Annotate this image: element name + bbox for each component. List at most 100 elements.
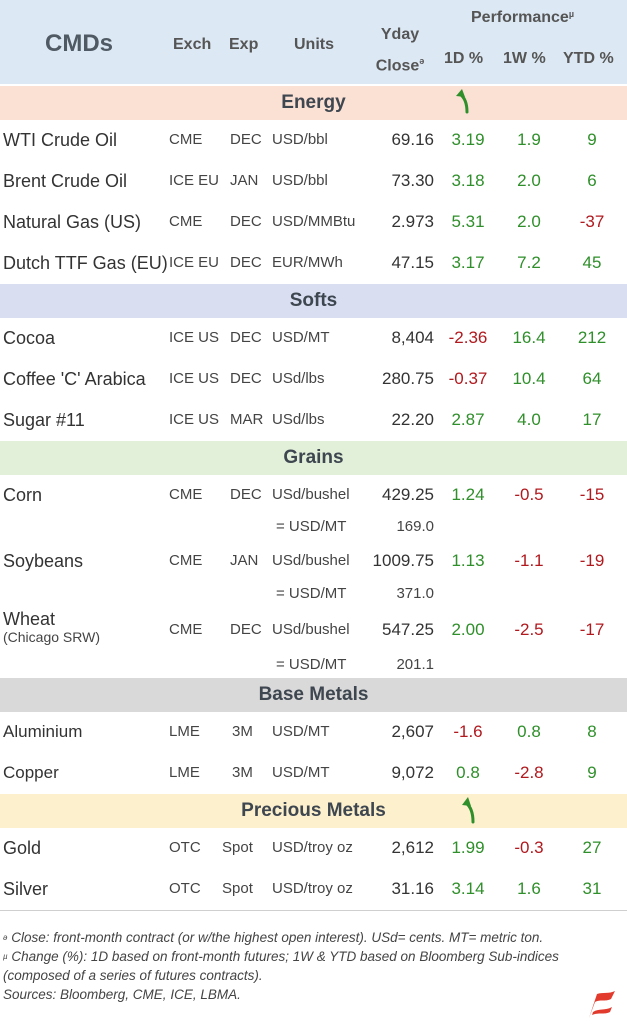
exchange: CME [169,552,203,569]
table-row: Copper LME 3M USD/MT 9,072 0.8 -2.8 9 [0,753,627,793]
change-1w: 0.8 [517,722,541,741]
expiry: JAN [230,552,259,569]
expiry: 3M [232,764,253,781]
change-1w: 1.6 [517,879,541,898]
yday-close: 73.30 [391,171,434,190]
col-header-1d: 1D % [444,50,484,67]
units: USD/MT [272,329,330,346]
footnote-sources: Sources: Bloomberg, CME, ICE, LBMA. [3,987,241,1002]
exchange: OTC [169,880,201,897]
converted-close: 371.0 [396,585,434,602]
expiry: Spot [222,839,253,856]
section-softs: Softs [0,284,627,318]
yday-close: 8,404 [391,328,434,347]
section-base-metals: Base Metals [0,678,627,712]
units: USD/bbl [272,131,328,148]
table-row: Silver OTC Spot USD/troy oz 31.16 3.14 1… [0,869,627,909]
trend-arrow-icon [456,89,469,114]
change-1d: 3.18 [451,171,485,190]
converted-units: = USD/MT [276,518,347,535]
expiry: MAR [230,411,264,428]
units: USd/lbs [272,370,325,387]
yday-close: 69.16 [391,130,434,149]
exchange: ICE EU [169,172,220,189]
change-ytd: 212 [577,328,607,347]
trend-arrow-icon [462,797,475,824]
units: USd/lbs [272,411,325,428]
converted-close: 169.0 [396,518,434,535]
exchange: CME [169,621,203,638]
exchange: LME [169,723,200,740]
change-1w: 10.4 [512,369,546,388]
change-1d: 5.31 [451,212,485,231]
exchange: LME [169,764,200,781]
yday-close: 1009.75 [372,551,434,570]
change-ytd: 8 [587,722,597,741]
commodity-name: Dutch TTF Gas (EU) [3,253,168,273]
units: USd/bushel [272,486,350,503]
section-grains: Grains [0,441,627,475]
table-row: Wheat (Chicago SRW) CME DEC USd/bushel 5… [0,610,627,650]
expiry: DEC [230,329,262,346]
change-1w: 4.0 [517,410,541,429]
exchange: ICE US [169,411,220,428]
units: USD/MT [272,723,330,740]
change-1w: 2.0 [517,171,541,190]
change-1w: -2.5 [514,620,544,639]
change-1w: 16.4 [512,328,546,347]
yday-close: 547.25 [382,620,434,639]
commodity-name: Gold [3,838,42,858]
col-header-exp: Exp [229,36,259,53]
conversion-row: = USD/MT 169.0 [0,514,627,540]
expiry: 3M [232,723,253,740]
change-1w: -1.1 [514,551,544,570]
table-row: Dutch TTF Gas (EU) ICE EU DEC EUR/MWh 47… [0,243,627,283]
change-1w: -2.8 [514,763,544,782]
expiry: DEC [230,254,262,271]
divider [0,910,627,911]
exchange: ICE US [169,329,220,346]
commodity-name: Aluminium [3,722,83,741]
table-row: Soybeans CME JAN USd/bushel 1009.75 1.13… [0,541,627,581]
change-1w: -0.3 [514,838,544,857]
change-1d: -0.37 [448,369,488,388]
commodity-name: Copper [3,763,59,782]
change-ytd: 27 [582,838,602,857]
change-ytd: 9 [587,130,597,149]
units: USD/MMBtu [272,213,356,230]
table-row: Aluminium LME 3M USD/MT 2,607 -1.6 0.8 8 [0,712,627,752]
exchange: CME [169,213,203,230]
expiry: DEC [230,131,262,148]
table-row: Cocoa ICE US DEC USD/MT 8,404 -2.36 16.4… [0,318,627,358]
commodity-name: Wheat (Chicago SRW) [3,609,100,645]
table-header: CMDs Exch Exp Units Yday Closeə Performa… [0,0,627,84]
col-header-1w: 1W % [503,50,546,67]
commodity-name: Coffee 'C' Arabica [3,369,146,389]
col-header-performance: Performanceµ [471,9,575,26]
change-ytd: -15 [579,485,605,504]
commodity-name: Cocoa [3,328,56,348]
yday-close: 22.20 [391,410,434,429]
table-row: Sugar #11 ICE US MAR USd/lbs 22.20 2.87 … [0,400,627,440]
converted-close: 201.1 [396,656,434,673]
yday-close: 2,612 [391,838,434,857]
commodity-name: Corn [3,485,43,505]
units: USD/troy oz [272,839,353,856]
expiry: JAN [230,172,259,189]
change-ytd: 9 [587,763,597,782]
expiry: DEC [230,370,262,387]
table-row: Gold OTC Spot USD/troy oz 2,612 1.99 -0.… [0,828,627,868]
units: USD/bbl [272,172,328,189]
col-header-yday-close: Yday Closeə [375,26,425,75]
change-ytd: -37 [579,212,605,231]
commodity-name: Brent Crude Oil [3,171,128,191]
change-1w: -0.5 [514,485,544,504]
yday-close: 9,072 [391,763,434,782]
yday-close: 2,607 [391,722,434,741]
change-1d: 2.87 [451,410,485,429]
change-1d: 1.24 [451,485,485,504]
change-1d: 3.19 [451,130,485,149]
table-row: Coffee 'C' Arabica ICE US DEC USd/lbs 28… [0,359,627,399]
exchange: OTC [169,839,201,856]
change-1w: 1.9 [517,130,541,149]
